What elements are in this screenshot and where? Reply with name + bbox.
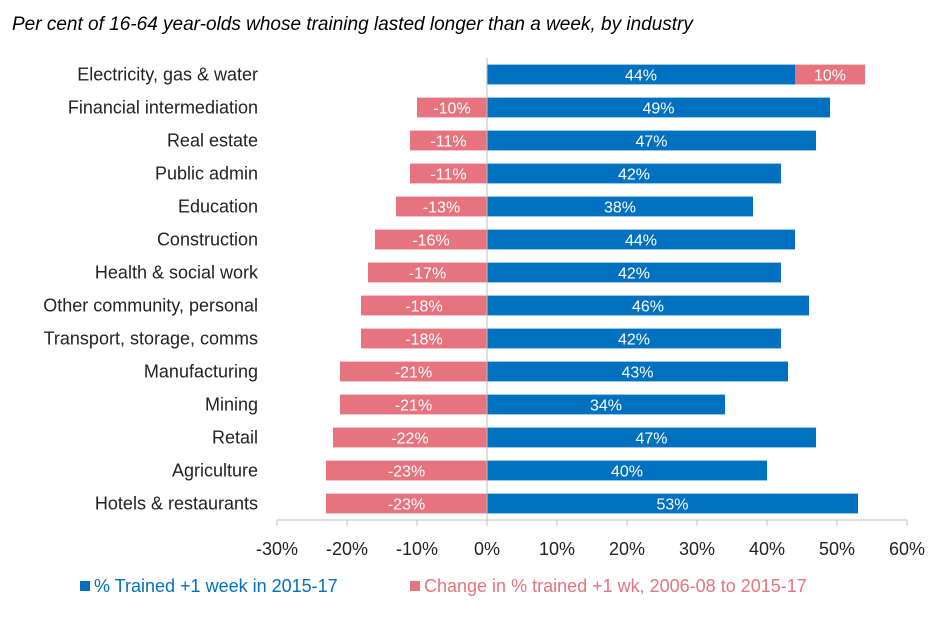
bar-change <box>368 262 487 283</box>
category-label: Health & social work <box>95 263 259 283</box>
data-label-trained: 44% <box>625 68 657 85</box>
category-label: Mining <box>205 395 258 415</box>
x-tick-label: -10% <box>396 539 438 559</box>
data-label-trained: 42% <box>618 332 650 349</box>
data-label-change: -23% <box>388 464 425 481</box>
legend-swatch-trained <box>80 581 90 591</box>
data-label-change: -22% <box>391 431 428 448</box>
bar-trained <box>487 64 795 85</box>
x-tick-label: 40% <box>749 539 785 559</box>
bar-trained <box>487 394 725 415</box>
category-label: Transport, storage, comms <box>44 329 258 349</box>
bar-trained <box>487 97 830 118</box>
bar-change <box>795 64 865 85</box>
data-label-change: -11% <box>430 134 466 151</box>
category-label: Other community, personal <box>43 296 258 316</box>
x-tick-label: 20% <box>609 539 645 559</box>
x-tick-label: 30% <box>679 539 715 559</box>
bar-trained <box>487 130 816 151</box>
x-tick-label: -20% <box>326 539 368 559</box>
data-label-trained: 44% <box>625 233 657 250</box>
data-label-change: -21% <box>395 398 432 415</box>
data-label-change: -10% <box>433 101 470 118</box>
bar-change <box>340 361 487 382</box>
data-label-trained: 47% <box>635 431 667 448</box>
bar-change <box>326 460 487 481</box>
data-label-trained: 47% <box>635 134 667 151</box>
bar-trained <box>487 460 767 481</box>
data-label-change: -13% <box>423 200 460 217</box>
bar-change <box>340 394 487 415</box>
category-label: Education <box>178 197 258 217</box>
category-label: Manufacturing <box>144 362 258 382</box>
category-label: Real estate <box>167 131 258 151</box>
x-tick-label: -30% <box>256 539 298 559</box>
data-label-change: -23% <box>388 497 425 514</box>
data-label-trained: 49% <box>642 101 674 118</box>
bar-trained <box>487 262 781 283</box>
data-label-trained: 42% <box>618 167 650 184</box>
bar-change <box>410 130 487 151</box>
data-label-trained: 43% <box>621 365 653 382</box>
bar-change <box>333 427 487 448</box>
data-label-change: -18% <box>405 299 442 316</box>
bar-trained <box>487 229 795 250</box>
bar-trained <box>487 295 809 316</box>
data-label-change: -11% <box>430 167 466 184</box>
data-label-change: 10% <box>814 68 846 85</box>
category-label: Construction <box>157 230 258 250</box>
legend-swatch-change <box>410 581 420 591</box>
bar-trained <box>487 493 858 514</box>
bar-trained <box>487 163 781 184</box>
bar-change <box>326 493 487 514</box>
data-label-change: -18% <box>405 332 442 349</box>
chart-title: Per cent of 16-64 year-olds whose traini… <box>12 14 693 35</box>
x-tick-label: 10% <box>539 539 575 559</box>
category-label: Retail <box>212 428 258 448</box>
data-label-trained: 34% <box>590 398 622 415</box>
bar-trained <box>487 328 781 349</box>
bar-trained <box>487 427 816 448</box>
bar-change <box>361 295 487 316</box>
category-label: Agriculture <box>172 461 258 481</box>
category-label: Hotels & restaurants <box>95 494 258 514</box>
data-label-trained: 53% <box>656 497 688 514</box>
data-label-trained: 42% <box>618 266 650 283</box>
data-label-trained: 38% <box>604 200 636 217</box>
bar-change <box>361 328 487 349</box>
data-label-trained: 46% <box>632 299 664 316</box>
category-label: Public admin <box>155 164 258 184</box>
bar-change <box>396 196 487 217</box>
legend-label-trained: % Trained +1 week in 2015-17 <box>94 576 338 596</box>
x-tick-label: 60% <box>889 539 925 559</box>
category-label: Electricity, gas & water <box>77 65 258 85</box>
legend-label-change: Change in % trained +1 wk, 2006-08 to 20… <box>424 576 807 596</box>
data-label-change: -16% <box>412 233 449 250</box>
data-label-change: -21% <box>395 365 432 382</box>
category-label: Financial intermediation <box>68 98 258 118</box>
bar-trained <box>487 196 753 217</box>
data-label-trained: 40% <box>611 464 643 481</box>
legend-item-change: Change in % trained +1 wk, 2006-08 to 20… <box>410 576 807 597</box>
data-label-change: -17% <box>409 266 446 283</box>
bar-trained <box>487 361 788 382</box>
legend-item-trained: % Trained +1 week in 2015-17 <box>80 576 338 597</box>
x-tick-label: 50% <box>819 539 855 559</box>
bar-change <box>417 97 487 118</box>
bar-change <box>375 229 487 250</box>
x-tick-label: 0% <box>474 539 500 559</box>
bar-change <box>410 163 487 184</box>
